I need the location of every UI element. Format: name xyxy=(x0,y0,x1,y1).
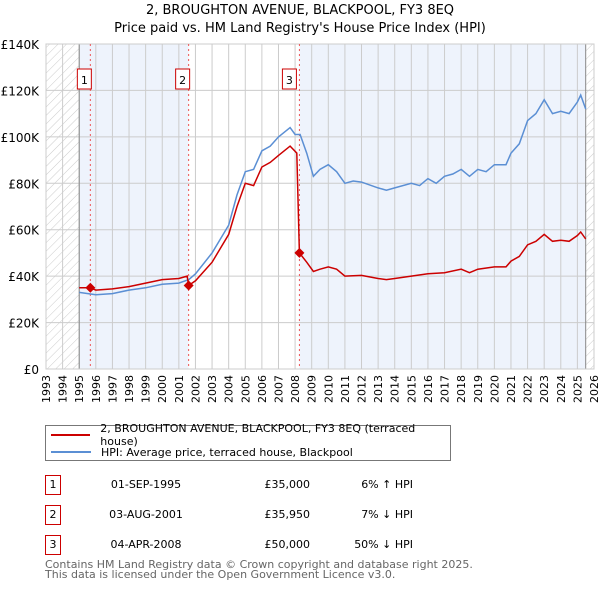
plot-border xyxy=(45,43,595,370)
transaction-date: 04-APR-2008 xyxy=(110,538,182,551)
x-tick-label: 2002 xyxy=(189,375,202,403)
x-tick-label: 2007 xyxy=(272,375,285,403)
x-tick-label: 2000 xyxy=(156,375,169,403)
transaction-hpi-diff: 50% ↓ HPI xyxy=(354,538,413,551)
sale-point xyxy=(294,247,305,258)
transaction-row: 1 01-SEP-1995 £35,000 6% ↑ HPI xyxy=(45,475,465,495)
property-price-line xyxy=(79,145,587,291)
y-tick-label: £80K xyxy=(8,177,40,191)
x-tick-label: 2025 xyxy=(571,375,584,403)
x-tick-label: 2021 xyxy=(505,375,518,403)
footer-line: This data is licensed under the Open Gov… xyxy=(45,568,396,581)
legend-item-property: 2, BROUGHTON AVENUE, BLACKPOOL, FY3 8EQ … xyxy=(46,422,450,448)
legend-item-hpi: HPI: Average price, terraced house, Blac… xyxy=(46,444,353,460)
x-tick-label: 2009 xyxy=(306,375,319,403)
transaction-row: 3 04-APR-2008 £50,000 50% ↓ HPI xyxy=(45,535,465,555)
hpi-line xyxy=(79,93,587,296)
sale-label: 2 xyxy=(179,74,186,87)
x-tick-label: 2024 xyxy=(555,375,568,403)
sale-label: 1 xyxy=(81,74,88,87)
x-tick-label: 2026 xyxy=(588,375,600,403)
transaction-price: £35,950 xyxy=(264,508,311,521)
x-tick-label: 2016 xyxy=(422,375,435,403)
sale-label-box xyxy=(281,68,297,90)
y-tick-label: £60K xyxy=(8,224,40,238)
sale-point xyxy=(183,280,194,291)
x-tick-label: 2014 xyxy=(389,375,402,403)
x-tick-label: 2020 xyxy=(488,375,501,403)
x-tick-label: 2003 xyxy=(206,375,219,403)
x-tick-label: 1994 xyxy=(57,375,70,403)
transaction-price: £35,000 xyxy=(264,478,311,491)
chart-title: 2, BROUGHTON AVENUE, BLACKPOOL, FY3 8EQ xyxy=(145,3,455,18)
x-tick-label: 2004 xyxy=(223,375,236,403)
transaction-row: 2 03-AUG-2001 £35,950 7% ↓ HPI xyxy=(45,505,465,525)
sale-label-box xyxy=(175,68,191,90)
x-tick-label: 2006 xyxy=(256,375,269,403)
hatched-region xyxy=(585,44,594,369)
transaction-marker: 2 xyxy=(45,505,61,525)
y-tick-label: £100K xyxy=(1,131,41,145)
transaction-hpi-diff: 7% ↓ HPI xyxy=(361,508,413,521)
transaction-hpi-diff: 6% ↑ HPI xyxy=(361,478,413,491)
y-tick-label: £0 xyxy=(24,363,39,377)
x-tick-label: 2013 xyxy=(372,375,385,403)
y-tick-label: £140K xyxy=(1,38,41,52)
x-tick-label: 2017 xyxy=(439,375,452,403)
x-tick-label: 1999 xyxy=(140,375,153,403)
legend-swatch-hpi xyxy=(51,451,91,453)
x-tick-label: 2019 xyxy=(472,375,485,403)
legend-label: HPI: Average price, terraced house, Blac… xyxy=(101,445,353,459)
price-chart: 1993 1994 1995 1996 1997 1998 1999 2000 2001 2002… xyxy=(1,38,600,403)
transaction-marker: 3 xyxy=(45,535,61,555)
sale-point xyxy=(85,282,96,293)
x-tick-label: 2005 xyxy=(239,375,252,403)
legend-label: 2, BROUGHTON AVENUE, BLACKPOOL, FY3 8EQ … xyxy=(100,422,416,448)
footer: Contains HM Land Registry data © Crown c… xyxy=(45,558,473,581)
transaction-date: 01-SEP-1995 xyxy=(110,478,182,491)
x-tick-label: 1996 xyxy=(90,375,103,403)
sale-label: 3 xyxy=(286,74,293,87)
chart-subtitle: Price paid vs. HM Land Registry's House … xyxy=(114,21,486,36)
transaction-price: £50,000 xyxy=(264,538,311,551)
x-tick-label: 2022 xyxy=(522,375,535,403)
x-tick-label: 2008 xyxy=(289,375,302,403)
x-tick-label: 2010 xyxy=(322,375,335,403)
x-tick-label: 2012 xyxy=(356,375,369,403)
x-tick-label: 1998 xyxy=(123,375,136,403)
y-tick-label: £20K xyxy=(8,317,40,331)
x-tick-label: 2018 xyxy=(455,375,468,403)
legend: 2, BROUGHTON AVENUE, BLACKPOOL, FY3 8EQ … xyxy=(45,422,451,461)
footer-line: Contains HM Land Registry data © Crown c… xyxy=(45,558,473,571)
x-tick-label: 2015 xyxy=(405,375,418,403)
x-tick-label: 2001 xyxy=(173,375,186,403)
legend-swatch-property xyxy=(51,434,91,436)
transaction-marker: 1 xyxy=(45,475,61,495)
x-tick-label: 1993 xyxy=(40,375,53,403)
y-tick-label: £120K xyxy=(1,84,41,98)
shaded-band xyxy=(79,44,189,369)
x-tick-label: 2011 xyxy=(339,375,352,403)
x-tick-label: 1995 xyxy=(73,375,86,403)
transaction-date: 03-AUG-2001 xyxy=(109,508,183,521)
x-tick-label: 2023 xyxy=(538,375,551,403)
y-tick-label: £40K xyxy=(8,270,40,284)
shaded-band xyxy=(299,44,586,369)
x-tick-label: 1997 xyxy=(106,375,119,403)
sale-label-box xyxy=(76,68,92,90)
